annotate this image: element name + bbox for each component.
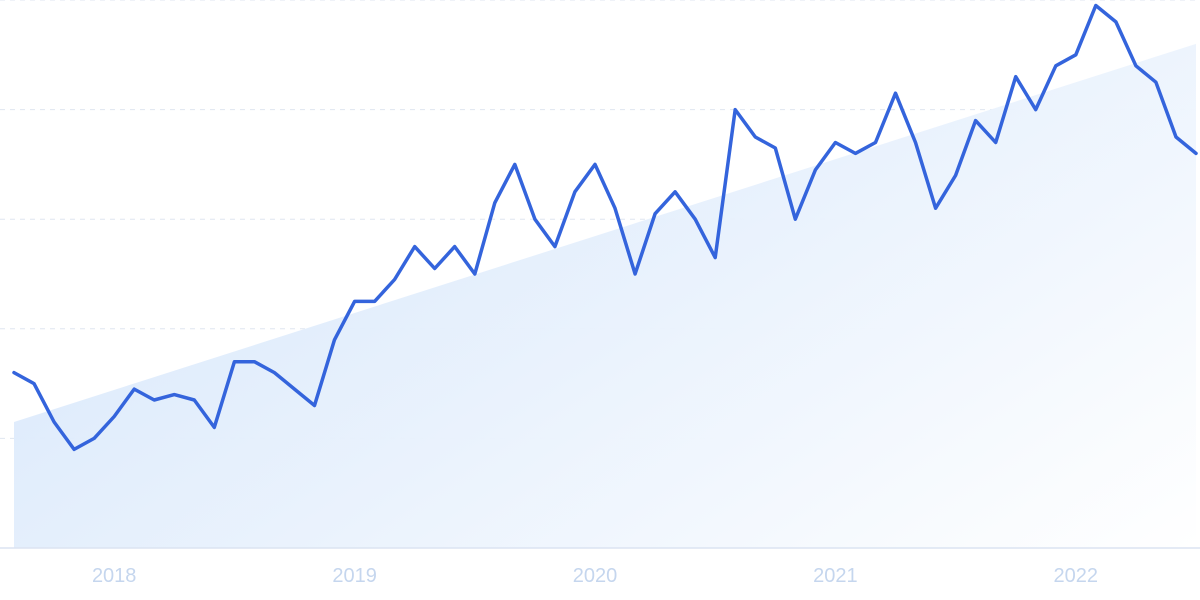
data-point — [672, 189, 678, 195]
data-point — [712, 255, 718, 261]
data-point — [1173, 134, 1179, 140]
data-point — [191, 397, 197, 403]
x-tick-label: 2018 — [92, 565, 137, 587]
data-point — [91, 435, 97, 441]
data-point — [492, 200, 498, 206]
data-point — [552, 244, 558, 250]
data-point — [151, 397, 157, 403]
data-point — [1193, 150, 1199, 156]
data-point — [933, 205, 939, 211]
data-point — [171, 392, 177, 398]
x-tick-label: 2021 — [813, 565, 858, 587]
data-point — [1133, 63, 1139, 69]
data-point — [1013, 74, 1019, 80]
data-point — [612, 205, 618, 211]
data-point — [51, 419, 57, 425]
data-point — [732, 107, 738, 113]
data-point — [1153, 79, 1159, 85]
data-point — [332, 337, 338, 343]
data-point — [211, 424, 217, 430]
data-point — [913, 140, 919, 146]
data-point — [251, 359, 257, 365]
data-point — [893, 90, 899, 96]
x-tick-label: 2022 — [1054, 565, 1099, 587]
data-point — [271, 370, 277, 376]
data-point — [392, 277, 398, 283]
data-point — [572, 189, 578, 195]
data-point — [11, 370, 17, 376]
data-point — [1113, 19, 1119, 25]
data-point — [111, 414, 117, 420]
data-point — [131, 386, 137, 392]
data-point — [31, 381, 37, 387]
data-point — [231, 359, 237, 365]
data-point — [1073, 52, 1079, 58]
data-point — [592, 161, 598, 167]
data-point — [312, 403, 318, 409]
data-point — [352, 298, 358, 304]
data-point — [71, 446, 77, 452]
data-point — [772, 145, 778, 151]
data-point — [692, 216, 698, 222]
trend-area — [14, 43, 1196, 549]
data-point — [973, 118, 979, 124]
data-point — [412, 244, 418, 250]
data-point — [812, 167, 818, 173]
data-point — [512, 161, 518, 167]
data-point — [452, 244, 458, 250]
series-line — [12, 3, 1198, 452]
x-tick-label: 2019 — [332, 565, 377, 587]
data-point — [432, 266, 438, 272]
data-point — [993, 140, 999, 146]
data-point — [873, 140, 879, 146]
data-point — [752, 134, 758, 140]
data-point — [832, 140, 838, 146]
data-point — [532, 216, 538, 222]
data-point — [792, 216, 798, 222]
x-axis-ticks: 2018 2019 2020 2021 2022 — [92, 565, 1098, 587]
data-point — [953, 172, 959, 178]
data-point — [1093, 3, 1099, 9]
data-point — [852, 150, 858, 156]
data-point — [472, 271, 478, 277]
data-point — [292, 386, 298, 392]
data-point — [652, 211, 658, 217]
data-point — [1033, 107, 1039, 113]
x-tick-label: 2020 — [573, 565, 618, 587]
data-point — [1053, 63, 1059, 69]
data-point — [632, 271, 638, 277]
data-point — [372, 298, 378, 304]
